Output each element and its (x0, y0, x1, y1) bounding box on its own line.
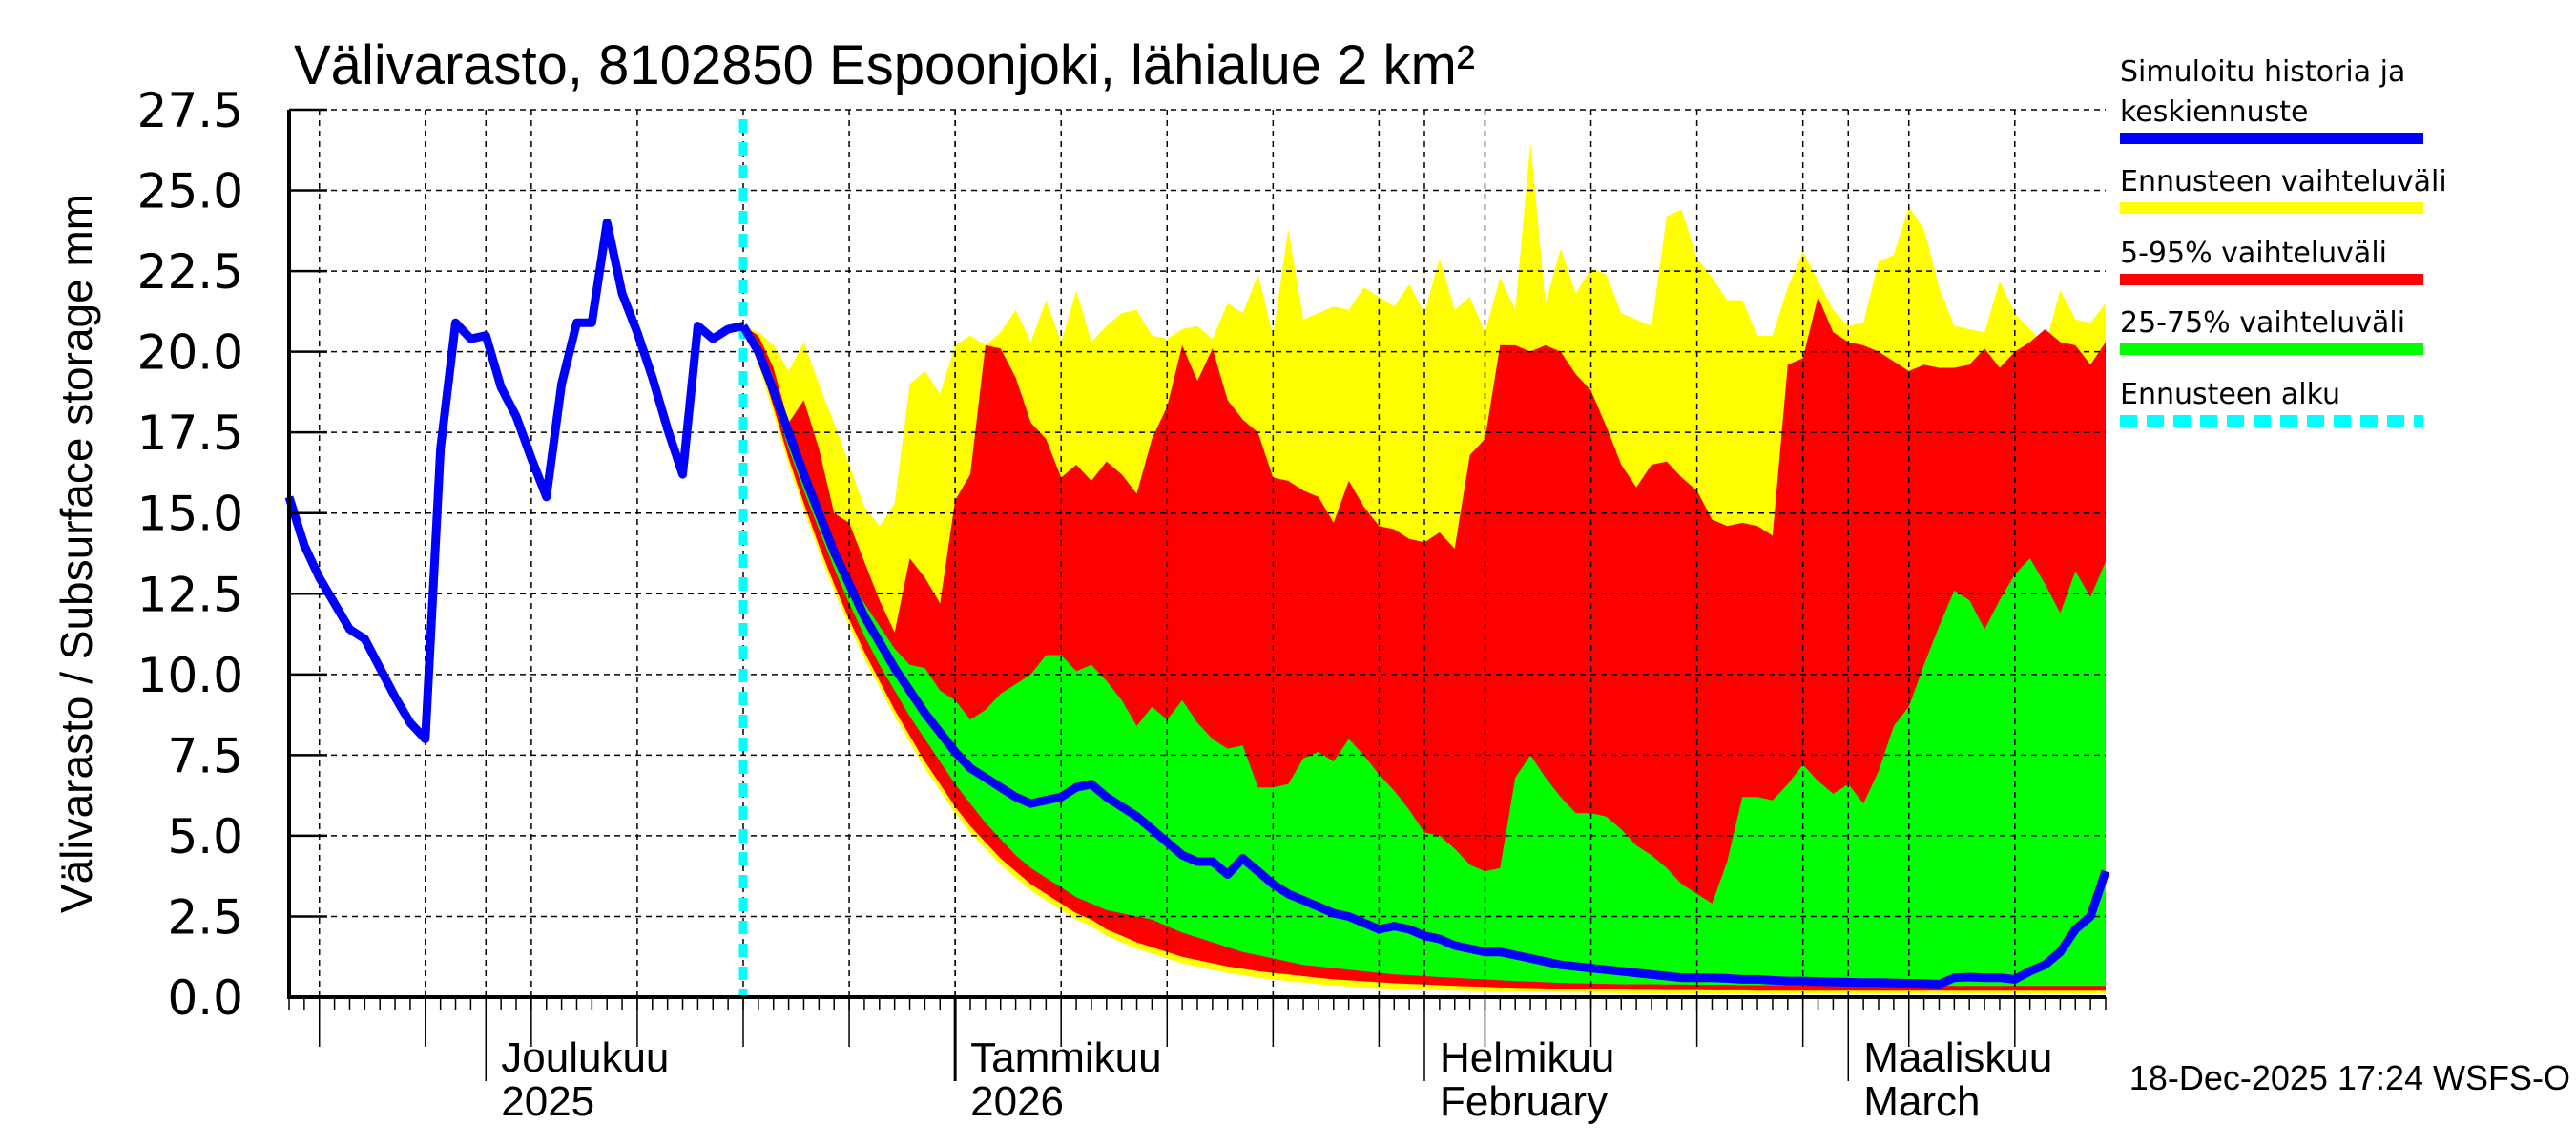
y-tick-label: 22.5 (137, 244, 243, 300)
forecast-bands (743, 141, 2106, 994)
history-line (284, 218, 744, 743)
chart-title: Välivarasto, 8102850 Espoonjoki, lähialu… (294, 34, 1475, 96)
legend-label: 5-95% vaihteluväli (2120, 237, 2387, 270)
year-label: 2026 (970, 1078, 1064, 1125)
y-tick-label: 25.0 (137, 164, 243, 219)
y-tick-label: 17.5 (137, 406, 243, 461)
y-tick-label: 2.5 (167, 889, 243, 945)
grid-lines (289, 109, 2106, 997)
band-25-75 (743, 325, 2106, 987)
y-tick-label: 5.0 (167, 809, 243, 864)
y-tick-label: 20.0 (137, 325, 243, 381)
footer-timestamp: 18-Dec-2025 17:24 WSFS-O (2129, 1058, 2570, 1097)
y-tick-label: 7.5 (167, 728, 243, 783)
year-label: March (1863, 1078, 1980, 1125)
y-tick-label: 10.0 (137, 648, 243, 703)
series-lines (284, 119, 2110, 997)
y-tick-label: 12.5 (137, 567, 243, 622)
legend: Simuloitu historia ja keskiennuste Ennuste… (2120, 55, 2447, 427)
legend-label: 25-75% vaihteluväli (2120, 306, 2405, 340)
y-tick-label: 27.5 (137, 83, 243, 138)
month-label: Helmikuu (1440, 1034, 1614, 1081)
legend-label: Ennusteen alku (2120, 378, 2340, 411)
month-label: Maaliskuu (1863, 1034, 2052, 1081)
y-tick-label: 15.0 (137, 487, 243, 542)
year-label: 2025 (501, 1078, 594, 1125)
y-axis-label: Välivarasto / Subsurface storage mm (52, 194, 101, 913)
legend-label: Ennusteen vaihteluväli (2120, 165, 2447, 198)
month-label: Tammikuu (970, 1034, 1161, 1081)
legend-label-line2: keskiennuste (2120, 95, 2308, 129)
median-forecast-line (739, 323, 2110, 989)
month-label: Joulukuu (501, 1034, 669, 1081)
y-tick-label: 0.0 (167, 970, 243, 1026)
legend-label: Simuloitu historia ja (2120, 55, 2405, 89)
year-label: February (1440, 1078, 1608, 1125)
y-axis-ticks: 0.0 2.5 5.0 7.5 10.0 12.5 15.0 17.5 20.0 22.5 25.0… (137, 83, 327, 1026)
